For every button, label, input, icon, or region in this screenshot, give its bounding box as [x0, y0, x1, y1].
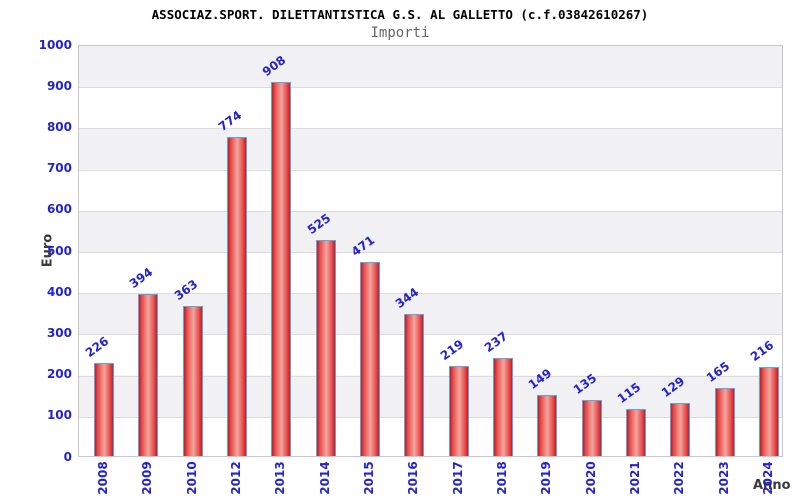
gridline: [79, 293, 782, 295]
bar-value-label: 216: [747, 337, 777, 365]
bar-value-label: 344: [393, 285, 422, 312]
bar: [492, 358, 513, 456]
x-tick-label: 2010: [184, 461, 199, 495]
bar: [359, 261, 380, 456]
x-tick-label: 2012: [228, 461, 243, 495]
gridline: [79, 87, 782, 89]
x-tick-label: 2022: [672, 461, 687, 495]
y-tick-label: 800: [46, 119, 72, 134]
x-tick-label: 2008: [96, 461, 110, 495]
y-tick-label: 0: [63, 449, 72, 464]
gridline: [79, 334, 782, 336]
bar-value-label: 363: [171, 277, 200, 304]
x-tick-label: 2020: [583, 461, 598, 495]
bar: [271, 81, 292, 456]
y-tick-label: 500: [46, 243, 72, 258]
x-tick-label: 2019: [539, 461, 554, 495]
x-tick-label: 2017: [450, 461, 465, 495]
gridline: [79, 128, 782, 130]
plot-area: 226 394 363 774 908 525 471 344 219 237 149 135 115 1…: [78, 45, 783, 457]
x-tick-label: 2021: [627, 461, 642, 495]
bar-value-label: 115: [614, 379, 644, 406]
bar: [537, 394, 558, 456]
bar: [226, 137, 247, 456]
bar: [714, 388, 735, 456]
chart-title: ASSOCIAZ.SPORT. DILETTANTISTICA G.S. AL …: [151, 7, 649, 22]
y-tick-label: 200: [46, 367, 72, 382]
bar-value-label: 165: [703, 358, 732, 386]
bar: [670, 402, 691, 456]
bar: [182, 306, 203, 456]
gridline: [79, 375, 782, 377]
gridline: [79, 416, 782, 418]
y-tick-label: 300: [46, 325, 72, 340]
bar: [581, 400, 602, 456]
gridline: [79, 169, 782, 171]
x-tick-label: 2016: [406, 461, 421, 495]
bar: [315, 239, 336, 456]
bar-value-label: 471: [348, 232, 378, 259]
bar: [138, 293, 159, 456]
bar-value-label: 129: [659, 373, 688, 400]
y-tick-label: 100: [46, 408, 72, 423]
bar-value-label: 219: [437, 336, 466, 363]
y-tick-label: 700: [46, 161, 72, 176]
bar: [625, 408, 646, 456]
y-tick-label: 900: [46, 78, 72, 93]
bar-value-label: 149: [526, 365, 555, 392]
x-tick-label: 2009: [140, 461, 155, 495]
x-tick-label: 2018: [494, 461, 509, 495]
x-tick-label: 2023: [716, 461, 731, 495]
y-tick-label: 1000: [38, 37, 72, 52]
x-tick-label: 2024: [760, 461, 775, 495]
y-tick-label: 600: [46, 202, 72, 217]
chart-subtitle: Importi: [370, 25, 430, 41]
bar-value-label: 226: [82, 333, 112, 360]
bar-value-label: 394: [127, 264, 156, 291]
bar-value-label: 774: [215, 108, 245, 135]
x-tick-label: 2015: [361, 461, 376, 495]
x-tick-label: 2014: [317, 461, 332, 495]
x-axis-label: Anno: [753, 478, 791, 493]
bar-value-label: 908: [260, 52, 289, 79]
bar-value-label: 525: [304, 210, 333, 237]
x-tick-label: 2013: [273, 461, 288, 495]
y-tick-label: 400: [46, 284, 72, 299]
bar-value-label: 237: [481, 329, 511, 356]
bar: [448, 365, 469, 456]
bar: [404, 314, 425, 456]
gridline: [79, 252, 782, 253]
bar: [758, 367, 779, 456]
gridline: [79, 210, 782, 212]
bar: [94, 362, 114, 456]
